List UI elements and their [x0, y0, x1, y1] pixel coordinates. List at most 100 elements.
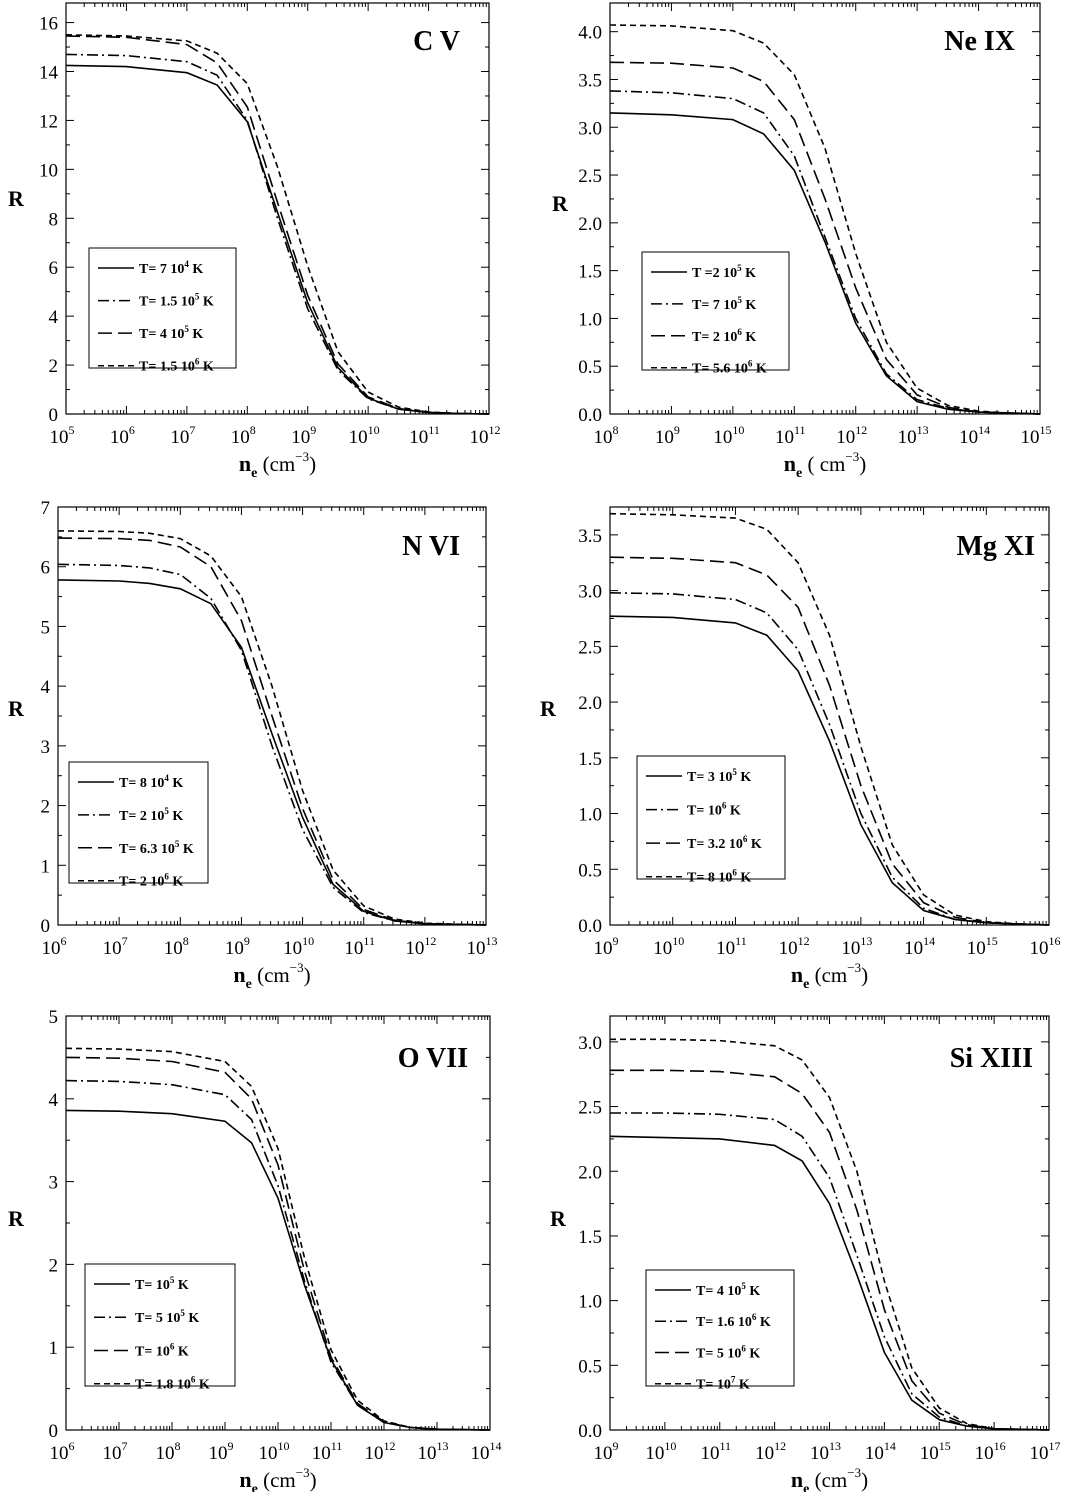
plot-frame [65, 2, 490, 415]
legend-entry: T= 1.8 106 K [135, 1375, 210, 1393]
x-tick-label: 1017 [1030, 1439, 1061, 1464]
y-tick-label: 14 [39, 63, 59, 84]
x-tick-label: 1010 [283, 934, 314, 959]
x-tick-label: 109 [594, 1439, 619, 1464]
y-tick-label: 0 [41, 916, 51, 937]
x-axis-title: ne ( cm−3) [784, 449, 866, 481]
y-tick-label: 1 [49, 1338, 59, 1359]
x-tick-label: 1012 [836, 423, 867, 448]
x-axis-title: ne (cm−3) [239, 449, 316, 481]
legend: T= 3 105 K T= 106 K T= 3.2 106 K T= 8 106 K [636, 755, 786, 886]
x-tick-label: 106 [110, 423, 135, 448]
x-tick-label: 107 [103, 934, 128, 959]
x-tick-label: 1010 [653, 934, 684, 959]
legend: T= 7 104 K T= 1.5 105 K T= 4 105 K T= 1.5 1… [88, 247, 237, 375]
x-tick-label: 1012 [365, 1439, 396, 1464]
y-tick-label: 1.5 [578, 749, 602, 770]
ion-label: C V [413, 26, 460, 57]
legend: T= 4 105 K T= 1.6 106 K T= 5 106 K T= 107 K [645, 1269, 795, 1393]
series-line-3 [609, 61, 1041, 415]
y-axis-title: R [540, 696, 557, 721]
legend-entry: T= 2 106 K [692, 327, 756, 345]
y-tick-label: 3 [49, 1173, 59, 1194]
x-tick-label: 107 [103, 1439, 128, 1464]
panel-ne-ix: 108 109 1010 1011 1012 1013 1014 1015 0.0 0.5 1.0 1… [552, 2, 1052, 481]
y-tick-label: 2 [49, 356, 59, 377]
x-tick-label: 1010 [713, 423, 744, 448]
x-tick-label: 1013 [418, 1439, 449, 1464]
x-tick-label: 1011 [409, 423, 440, 448]
y-tick-label: 0.0 [578, 405, 602, 426]
x-tick-label: 109 [594, 934, 619, 959]
y-tick-label: 2 [49, 1255, 59, 1276]
legend-entry: T= 1.6 106 K [696, 1312, 771, 1330]
y-tick-label: 5 [49, 1007, 59, 1028]
y-tick-label: 2.5 [578, 166, 602, 187]
panel-c-v: 105 106 107 108 109 1010 1011 10120246810121416… [8, 2, 501, 481]
x-tick-label: 1010 [349, 423, 380, 448]
x-tick-label: 109 [655, 423, 680, 448]
legend-entry: T= 8 106 K [687, 868, 751, 886]
x-tick-label: 1011 [775, 423, 806, 448]
x-tick-label: 1012 [779, 934, 810, 959]
x-tick-label: 1012 [470, 423, 501, 448]
y-tick-label: 3.0 [578, 582, 602, 603]
x-tick-label: 107 [170, 423, 195, 448]
plot-frame [609, 506, 1050, 926]
y-tick-label: 4.0 [578, 23, 602, 44]
x-tick-label: 1014 [959, 423, 990, 448]
y-tick-label: 0.5 [578, 860, 602, 881]
x-axis-title: ne (cm−3) [791, 960, 868, 992]
x-tick-label: 108 [156, 1439, 181, 1464]
y-tick-label: 1.5 [578, 1227, 602, 1248]
series-line-4 [609, 512, 1050, 926]
y-tick-label: 16 [39, 14, 58, 35]
legend-entry: T= 107 K [696, 1375, 750, 1393]
series-line-3 [610, 1069, 1050, 1431]
legend-entry: T= 2 105 K [119, 806, 183, 824]
ion-label: Mg XI [956, 531, 1035, 562]
x-tick-label: 1015 [920, 1439, 951, 1464]
series-line-4 [65, 34, 490, 415]
legend-entry: T= 3 105 K [687, 767, 751, 785]
series-line-2 [65, 53, 490, 415]
x-tick-label: 1011 [716, 934, 747, 959]
y-tick-label: 2.5 [578, 1098, 602, 1119]
x-tick-label: 1013 [810, 1439, 841, 1464]
x-tick-label: 1011 [344, 934, 375, 959]
legend: T= 105 K T= 5 105 K T= 106 K T= 1.8 106 K [84, 1263, 236, 1393]
legend-entry: T= 4 105 K [696, 1281, 760, 1299]
y-tick-label: 5 [41, 617, 51, 638]
legend-entry: T= 1.5 105 K [139, 292, 214, 310]
legend-entry: T= 5.6 106 K [692, 359, 767, 377]
y-tick-label: 6 [41, 558, 51, 579]
x-tick-label: 1013 [898, 423, 929, 448]
x-tick-label: 106 [50, 1439, 75, 1464]
legend-entry: T= 8 104 K [119, 773, 183, 791]
x-tick-label: 105 [50, 423, 75, 448]
x-tick-label: 109 [209, 1439, 234, 1464]
legend-entry: T= 106 K [687, 801, 741, 819]
y-tick-label: 1.0 [578, 1292, 602, 1313]
y-tick-label: 3.5 [578, 526, 602, 547]
y-tick-label: 3.5 [578, 70, 602, 91]
y-axis-title: R [552, 191, 569, 216]
legend-entry: T =2 105 K [692, 263, 756, 281]
ion-label: O VII [398, 1043, 468, 1074]
legend-entry: T= 4 105 K [139, 324, 203, 342]
y-tick-label: 12 [39, 111, 58, 132]
panel-mg-xi: 109 1010 1011 1012 1013 1014 1015 1016 0.0 0.5 1.0… [540, 506, 1061, 992]
x-tick-label: 1010 [259, 1439, 290, 1464]
x-tick-label: 1012 [405, 934, 436, 959]
y-tick-label: 2.5 [578, 637, 602, 658]
legend: T =2 105 K T= 7 105 K T= 2 106 K T= 5.6 106… [641, 251, 790, 377]
x-tick-label: 109 [291, 423, 316, 448]
legend-entry: T= 105 K [135, 1275, 189, 1293]
x-axis-title: ne (cm−3) [791, 1465, 868, 1492]
y-tick-label: 4 [49, 307, 59, 328]
x-tick-label: 1014 [904, 934, 935, 959]
x-tick-label: 1012 [755, 1439, 786, 1464]
plot-frame [609, 2, 1041, 415]
y-axis-title: R [8, 696, 25, 721]
y-tick-label: 1.0 [578, 309, 602, 330]
